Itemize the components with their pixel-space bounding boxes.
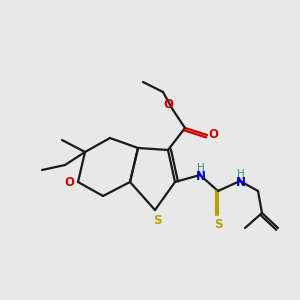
Text: S: S (214, 218, 222, 230)
Text: S: S (153, 214, 161, 226)
Text: O: O (163, 98, 173, 110)
Text: H: H (197, 163, 205, 173)
Text: H: H (237, 169, 245, 179)
Text: N: N (196, 170, 206, 184)
Text: O: O (208, 128, 218, 142)
Text: O: O (64, 176, 74, 188)
Text: N: N (236, 176, 246, 190)
